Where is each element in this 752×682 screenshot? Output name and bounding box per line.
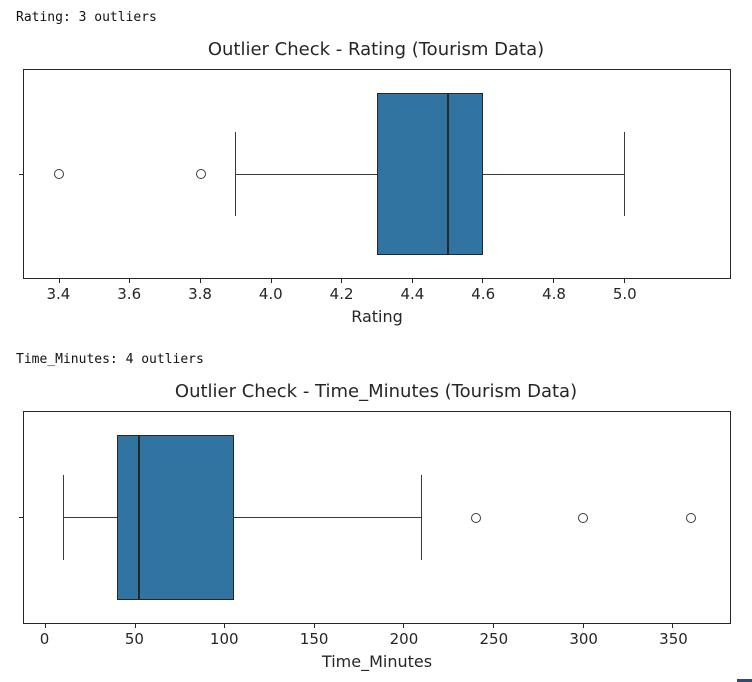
x-axis-label: Time_Minutes bbox=[321, 652, 433, 671]
whisker-cap-low bbox=[62, 475, 64, 560]
x-tick-label: 3.8 bbox=[188, 285, 212, 303]
x-axis-tick-labels: 3.4 3.6 3.8 4.0 4.2 4.4 4.6 4.8 5.0 bbox=[23, 285, 731, 305]
outlier-point bbox=[685, 512, 696, 523]
x-tick-label: 3.6 bbox=[117, 285, 142, 303]
x-tick-label: 200 bbox=[389, 630, 419, 648]
box bbox=[117, 435, 234, 600]
median-line bbox=[446, 92, 449, 256]
median-line bbox=[137, 435, 140, 600]
x-axis-tick-labels: 0 50 100 150 200 250 300 350 bbox=[23, 630, 731, 650]
x-tick-mark bbox=[224, 624, 226, 628]
y-tick-mark bbox=[19, 173, 23, 175]
x-tick-label: 4.2 bbox=[329, 285, 354, 303]
x-tick-mark bbox=[313, 624, 315, 628]
x-tick-mark bbox=[58, 279, 60, 283]
x-tick-mark bbox=[270, 279, 272, 283]
x-tick-label: 100 bbox=[209, 630, 239, 648]
time-minutes-boxplot-figure: Time_Minutes: 4 outliers Outlier Check -… bbox=[0, 352, 752, 672]
x-tick-mark bbox=[45, 624, 46, 628]
plot-area bbox=[19, 69, 731, 283]
chart-title: Outlier Check - Rating (Tourism Data) bbox=[207, 39, 545, 60]
outlier-point bbox=[195, 169, 206, 179]
x-tick-label: 50 bbox=[124, 630, 144, 648]
whisker-line-low bbox=[63, 517, 118, 518]
x-tick-mark bbox=[134, 624, 136, 628]
x-tick-label: 0 bbox=[39, 630, 50, 648]
x-tick-mark bbox=[582, 624, 584, 628]
box bbox=[377, 92, 483, 256]
whisker-cap-low bbox=[235, 132, 237, 216]
x-tick-label: 4.8 bbox=[542, 285, 566, 303]
x-tick-label: 300 bbox=[569, 630, 598, 648]
scrollbar-thumb-fragment[interactable] bbox=[737, 679, 752, 682]
x-tick-label: 3.4 bbox=[46, 285, 71, 303]
console-output-line: Time_Minutes: 4 outliers bbox=[16, 352, 204, 367]
chart-title: Outlier Check - Time_Minutes (Tourism Da… bbox=[174, 381, 578, 402]
y-tick-mark bbox=[19, 517, 23, 518]
plot-area bbox=[19, 411, 731, 628]
x-tick-mark bbox=[623, 279, 625, 283]
x-tick-mark bbox=[672, 624, 674, 628]
x-tick-mark bbox=[492, 624, 494, 628]
outlier-point bbox=[578, 512, 589, 523]
x-tick-mark bbox=[553, 279, 554, 283]
whisker-line-low bbox=[235, 173, 377, 175]
outlier-point bbox=[54, 169, 65, 179]
x-tick-label: 5.0 bbox=[612, 285, 637, 303]
x-tick-mark bbox=[200, 279, 201, 283]
whisker-line-high bbox=[482, 173, 625, 175]
x-tick-label: 250 bbox=[479, 630, 509, 648]
x-tick-label: 350 bbox=[659, 630, 688, 648]
outlier-point bbox=[470, 512, 481, 523]
whisker-cap-high bbox=[421, 475, 423, 560]
console-output-line: Rating: 3 outliers bbox=[16, 10, 157, 25]
x-axis-label: Rating bbox=[351, 307, 403, 326]
x-tick-mark bbox=[129, 279, 131, 283]
whisker-cap-high bbox=[623, 132, 625, 216]
x-tick-label: 150 bbox=[299, 630, 329, 648]
x-tick-mark bbox=[341, 279, 343, 283]
whisker-line-high bbox=[233, 517, 422, 518]
rating-boxplot-figure: Rating: 3 outliers Outlier Check - Ratin… bbox=[0, 10, 752, 327]
x-tick-mark bbox=[411, 279, 413, 283]
x-tick-mark bbox=[482, 279, 484, 283]
x-tick-label: 4.4 bbox=[400, 285, 425, 303]
x-tick-mark bbox=[403, 624, 405, 628]
x-tick-label: 4.0 bbox=[258, 285, 283, 303]
x-tick-label: 4.6 bbox=[471, 285, 496, 303]
